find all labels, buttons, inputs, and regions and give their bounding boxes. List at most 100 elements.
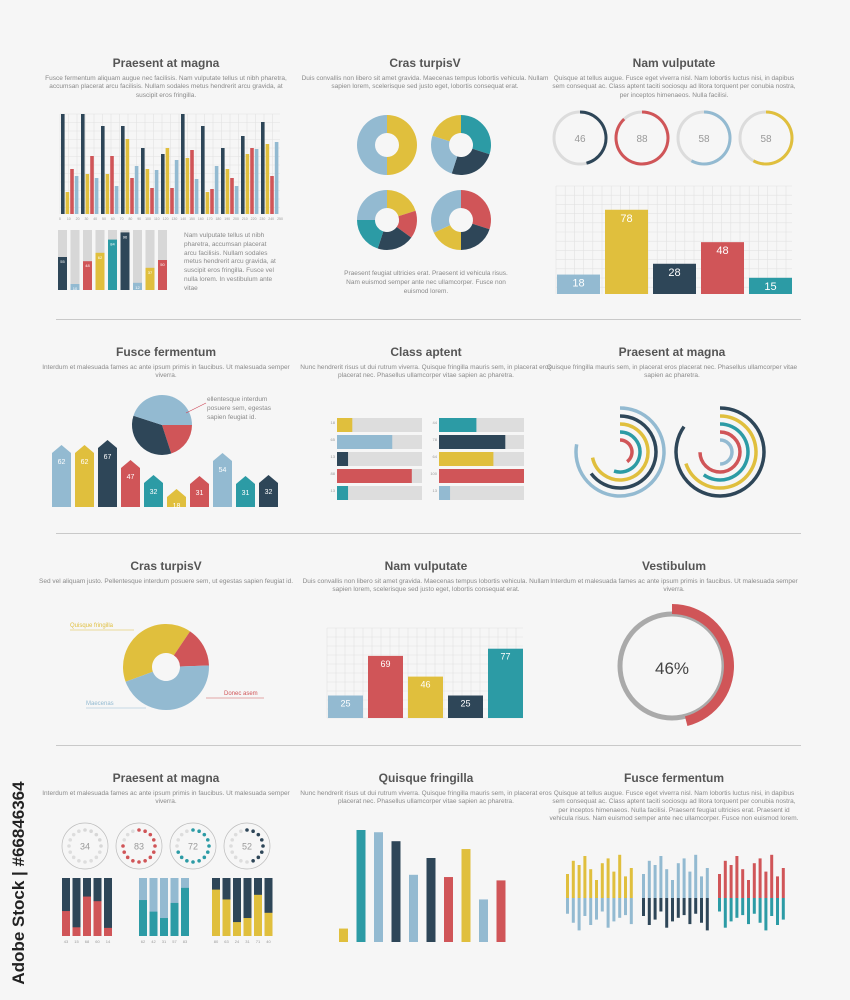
wave-bar-up [723, 860, 727, 898]
panel-title: Cras turpisV [130, 559, 202, 573]
panel-title: Praesent at magna [112, 56, 220, 70]
ring-outline [169, 822, 217, 870]
wave-bar-up [747, 880, 750, 898]
wave-bar-up [629, 868, 633, 898]
watermark-label: Adobe Stock | #66846364 [9, 780, 28, 985]
bar [154, 170, 159, 214]
bar [65, 192, 70, 214]
data-label: 32 [265, 489, 273, 496]
x-tick-label: 200 [233, 217, 239, 221]
bar [356, 830, 366, 942]
ring-outline [223, 822, 271, 870]
wave-bar-up [571, 860, 575, 898]
wave-bar-down [589, 898, 593, 925]
data-label: 14 [106, 939, 111, 944]
ring-dot [230, 838, 235, 842]
arrow-bar [144, 475, 163, 507]
x-tick-label: 30 [84, 217, 88, 221]
ring-dot [99, 844, 103, 848]
bar [328, 695, 363, 718]
wave-bar-down [723, 898, 727, 928]
bar-segment [104, 878, 112, 936]
wave-bar-up [682, 858, 686, 898]
data-label: 28 [668, 267, 680, 279]
data-label: 62 [141, 939, 146, 944]
ring-dot [245, 860, 249, 864]
arrow-bar [167, 489, 186, 507]
panel-desc: Interdum et malesuada fames ac ante ipsu… [42, 790, 290, 806]
bar-segment [93, 901, 102, 936]
pie-slice [173, 631, 209, 667]
bar [448, 695, 483, 718]
x-tick-label: 60 [111, 217, 115, 221]
labeled-donut-chart: Quisque fringilla Donec asem Maecenas [70, 623, 264, 710]
ring-dot [175, 844, 179, 848]
data-label: 31 [162, 939, 167, 944]
x-tick-label: 160 [198, 217, 204, 221]
wave-bar-down [705, 898, 709, 931]
panel-5: Class aptent Nunc hendrerit risus ut dui … [291, 345, 561, 381]
ring-dot [71, 855, 76, 860]
wave-bar-down [770, 898, 774, 916]
bar [165, 148, 170, 214]
ring-arc [614, 110, 670, 166]
wave-bar-up [781, 868, 785, 898]
bar [426, 858, 436, 942]
data-label: 18 [173, 503, 181, 510]
ring-value: 88 [636, 134, 648, 145]
row-label: 65 [331, 437, 336, 442]
bar-track [83, 230, 92, 290]
bar [265, 144, 270, 214]
bar [158, 260, 167, 290]
bar [85, 174, 90, 214]
donut-charts [357, 115, 491, 250]
bar [408, 676, 443, 718]
arc-ring [574, 406, 666, 498]
x-tick-label: 120 [163, 217, 169, 221]
wave-bar-down [629, 898, 633, 925]
bar [274, 142, 279, 214]
arrow-bar-chart: 62 62 67 47 32 18 31 54 31 32 [52, 440, 278, 510]
row-label: 13 [331, 488, 336, 493]
row-label: 88 [331, 471, 336, 476]
pie-slice [125, 665, 209, 710]
panel-title: Fusce fermentum [623, 771, 725, 785]
pie-slice [357, 220, 384, 249]
bar [488, 648, 523, 718]
ring-dot [148, 832, 153, 837]
panel-desc: Interdum et malesuada fames ac ante ipsu… [550, 578, 798, 594]
section-divider [56, 319, 801, 320]
bar [241, 136, 245, 214]
bar [210, 189, 214, 214]
legend-label: Quisque fringilla [70, 623, 114, 629]
bar [185, 158, 190, 214]
ring-gauges: 46 88 58 58 [552, 110, 794, 166]
panel-3: Nam vulputate Quisque at tellus augue. Fu… [539, 56, 809, 100]
ring-dot [256, 832, 261, 837]
data-label: 62 [98, 255, 103, 260]
bar-segment [181, 887, 189, 936]
ring-dot [89, 858, 93, 863]
ring-dot [94, 832, 99, 837]
pie-chart [132, 395, 207, 455]
bar [337, 452, 349, 466]
pie-slice [377, 227, 412, 250]
arrow-bar [75, 445, 94, 507]
bar [120, 232, 130, 290]
bar [230, 178, 234, 214]
data-label: 43 [64, 939, 69, 944]
ring-dot [185, 858, 189, 863]
panel-title: Praesent at magna [618, 345, 726, 359]
data-label: 47 [127, 474, 135, 481]
ring-dot [83, 828, 87, 832]
bar-segment [243, 878, 252, 936]
bar [653, 263, 696, 294]
bar-segment [160, 918, 168, 936]
data-label: 40 [266, 939, 271, 944]
pie-slice [357, 115, 387, 175]
x-tick-label: 240 [268, 217, 274, 221]
panel-8: Nam vulputate Duis convallis non libero s… [291, 559, 561, 595]
data-label: 71 [256, 939, 261, 944]
bar [749, 277, 792, 294]
data-label: 25 [340, 699, 350, 709]
